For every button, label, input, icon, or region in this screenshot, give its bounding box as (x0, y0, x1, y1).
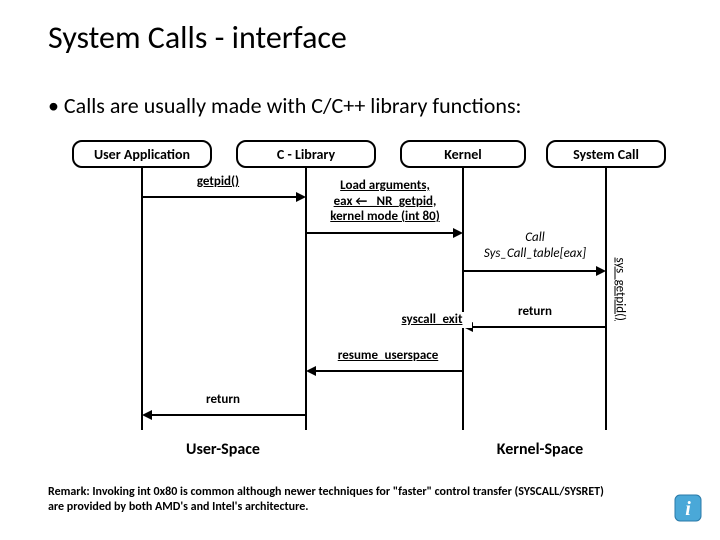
col-clib-label: C - Library (238, 146, 374, 163)
bullet-text: • Calls are usually made with C/C++ libr… (48, 92, 521, 119)
label-call-table: Call Sys_Call_table[eax] (466, 230, 604, 261)
arrow-call (463, 266, 606, 276)
svg-text:i: i (685, 498, 691, 520)
lifeline-syscall (605, 168, 607, 430)
label-return2: return (188, 392, 258, 408)
label-load: Load arguments, eax ← _NR_getpid, kernel… (312, 178, 458, 225)
label-syscall-exit: syscall_exit (392, 312, 472, 328)
col-syscall-label: System Call (548, 146, 664, 163)
col-app-label: User Application (74, 146, 210, 163)
lifeline-app (141, 168, 143, 430)
label-getpid: getpid() (178, 174, 258, 190)
col-syscall: System Call (546, 140, 666, 168)
info-icon: i (674, 494, 702, 522)
arrow-load (306, 228, 463, 238)
col-clib: C - Library (236, 140, 376, 168)
col-kernel: Kernel (400, 140, 526, 168)
col-kernel-label: Kernel (402, 146, 524, 163)
remark-text: Remark: Invoking int 0x80 is common alth… (48, 485, 608, 516)
label-user-space: User-Space (158, 440, 288, 459)
label-return1: return (500, 304, 570, 320)
slide-title: System Calls - interface (48, 18, 347, 57)
col-app: User Application (72, 140, 212, 168)
arrow-resume (306, 366, 463, 376)
arrow-return1 (463, 322, 606, 332)
arrow-return2 (142, 410, 306, 420)
label-kernel-space: Kernel-Space (470, 440, 610, 459)
label-resume: resume_userspace (318, 348, 458, 364)
lifeline-clib (305, 168, 307, 430)
label-sys-getpid: sys_getpid() (613, 258, 628, 338)
lifeline-kernel (462, 168, 464, 430)
arrow-getpid (142, 192, 306, 202)
